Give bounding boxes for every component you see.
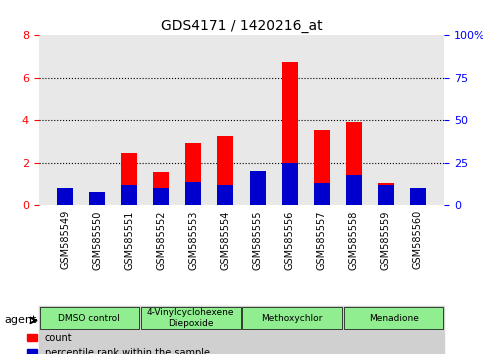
Bar xyxy=(282,163,298,205)
Bar xyxy=(410,188,426,205)
Bar xyxy=(89,199,105,205)
Bar xyxy=(282,62,298,205)
Text: DMSO control: DMSO control xyxy=(58,314,120,322)
Bar xyxy=(89,192,105,205)
Bar xyxy=(217,136,233,205)
Bar xyxy=(185,182,201,205)
Bar xyxy=(185,143,201,205)
Bar xyxy=(57,188,73,205)
Bar xyxy=(250,193,266,205)
Bar xyxy=(378,185,394,205)
Bar xyxy=(250,171,266,205)
Bar xyxy=(346,175,362,205)
Bar xyxy=(346,122,362,205)
Bar xyxy=(217,185,233,205)
Bar xyxy=(378,183,394,205)
Bar xyxy=(57,189,73,205)
Bar xyxy=(153,172,170,205)
Bar xyxy=(121,153,137,205)
Bar xyxy=(313,183,330,205)
Text: Menadione: Menadione xyxy=(369,314,419,322)
Text: Methoxychlor: Methoxychlor xyxy=(261,314,323,322)
Title: GDS4171 / 1420216_at: GDS4171 / 1420216_at xyxy=(161,19,322,33)
Text: 4-Vinylcyclohexene
Diepoxide: 4-Vinylcyclohexene Diepoxide xyxy=(147,308,235,328)
Legend: count, percentile rank within the sample: count, percentile rank within the sample xyxy=(23,329,213,354)
Bar xyxy=(313,130,330,205)
Bar xyxy=(410,195,426,205)
Text: agent: agent xyxy=(5,315,37,325)
Bar xyxy=(153,188,170,205)
Bar xyxy=(121,185,137,205)
